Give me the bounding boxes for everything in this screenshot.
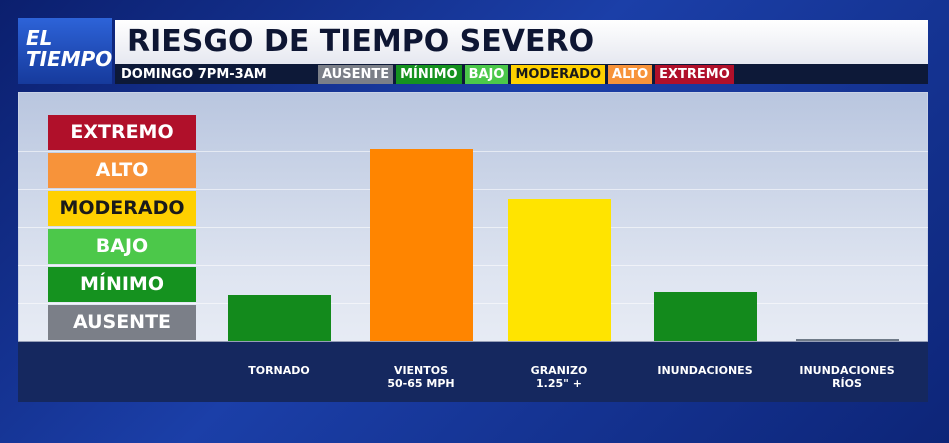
- legend-chip: MÍNIMO: [396, 64, 462, 84]
- brand-logo: EL TIEMPO: [18, 18, 112, 84]
- legend-chip: AUSENTE: [318, 64, 394, 84]
- bar: [653, 291, 757, 341]
- grid-line: [18, 189, 928, 190]
- x-tick-label: GRANIZO 1.25" +: [530, 364, 588, 390]
- bar: [507, 198, 611, 341]
- level-label: ALTO: [48, 153, 196, 188]
- legend-chip: BAJO: [464, 64, 509, 84]
- grid-line: [18, 265, 928, 266]
- grid-line: [18, 227, 928, 228]
- level-label: MODERADO: [48, 191, 196, 226]
- x-tick-label: VIENTOS 50-65 MPH: [387, 364, 455, 390]
- x-tick-label: TORNADO: [248, 364, 310, 377]
- level-label: MÍNIMO: [48, 267, 196, 302]
- legend-chip: MODERADO: [511, 64, 606, 84]
- x-tick-label: INUNDACIONES: [657, 364, 753, 377]
- legend-chip: EXTREMO: [655, 64, 734, 84]
- bar: [227, 295, 331, 341]
- x-tick-label: INUNDACIONES RÍOS: [799, 364, 895, 390]
- level-label: AUSENTE: [48, 305, 196, 340]
- grid-line: [18, 341, 928, 342]
- level-label: EXTREMO: [48, 115, 196, 150]
- bar: [795, 339, 899, 341]
- subtitle: DOMINGO 7PM-3AM: [121, 66, 267, 82]
- bar: [369, 149, 473, 341]
- grid-line: [18, 303, 928, 304]
- legend-chip: ALTO: [608, 64, 653, 84]
- subtitle-bar: DOMINGO 7PM-3AM AUSENTE MÍNIMO BAJO MODERAD…: [115, 64, 928, 84]
- chart-title: RIESGO DE TIEMPO SEVERO: [115, 20, 928, 64]
- grid-line: [18, 151, 928, 152]
- level-label: BAJO: [48, 229, 196, 264]
- category-band: [18, 341, 928, 402]
